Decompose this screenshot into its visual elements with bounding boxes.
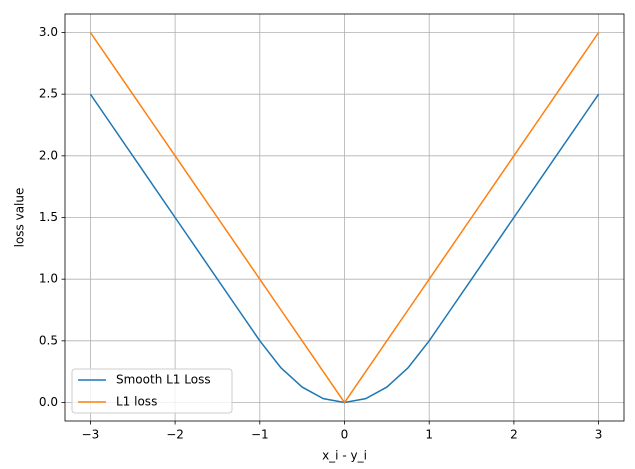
x-tick-label: −2	[166, 428, 184, 442]
legend-label: L1 loss	[116, 395, 157, 409]
x-tick-label: 2	[510, 428, 518, 442]
legend-label: Smooth L1 Loss	[116, 373, 211, 387]
y-tick-label: 0.0	[39, 395, 58, 409]
y-tick-label: 0.5	[39, 333, 58, 347]
line	[89, 32, 600, 404]
x-tick-label: 0	[341, 428, 349, 442]
x-axis-label: x_i - y_i	[322, 449, 367, 463]
legend-box	[71, 368, 233, 414]
plot-frame	[64, 13, 625, 422]
y-tick-label: 1.0	[39, 272, 58, 286]
x-tick-label: −3	[82, 428, 100, 442]
y-tick-label: 2.0	[39, 148, 58, 162]
x-tick-label: 3	[595, 428, 603, 442]
y-axis-label: loss value	[13, 188, 27, 248]
y-tick-label: 1.5	[39, 210, 58, 224]
y-tick-label: 2.5	[39, 87, 58, 101]
y-tick-label: 3.0	[39, 25, 58, 39]
x-tick-label: −1	[251, 428, 269, 442]
x-tick-label: 1	[425, 428, 433, 442]
